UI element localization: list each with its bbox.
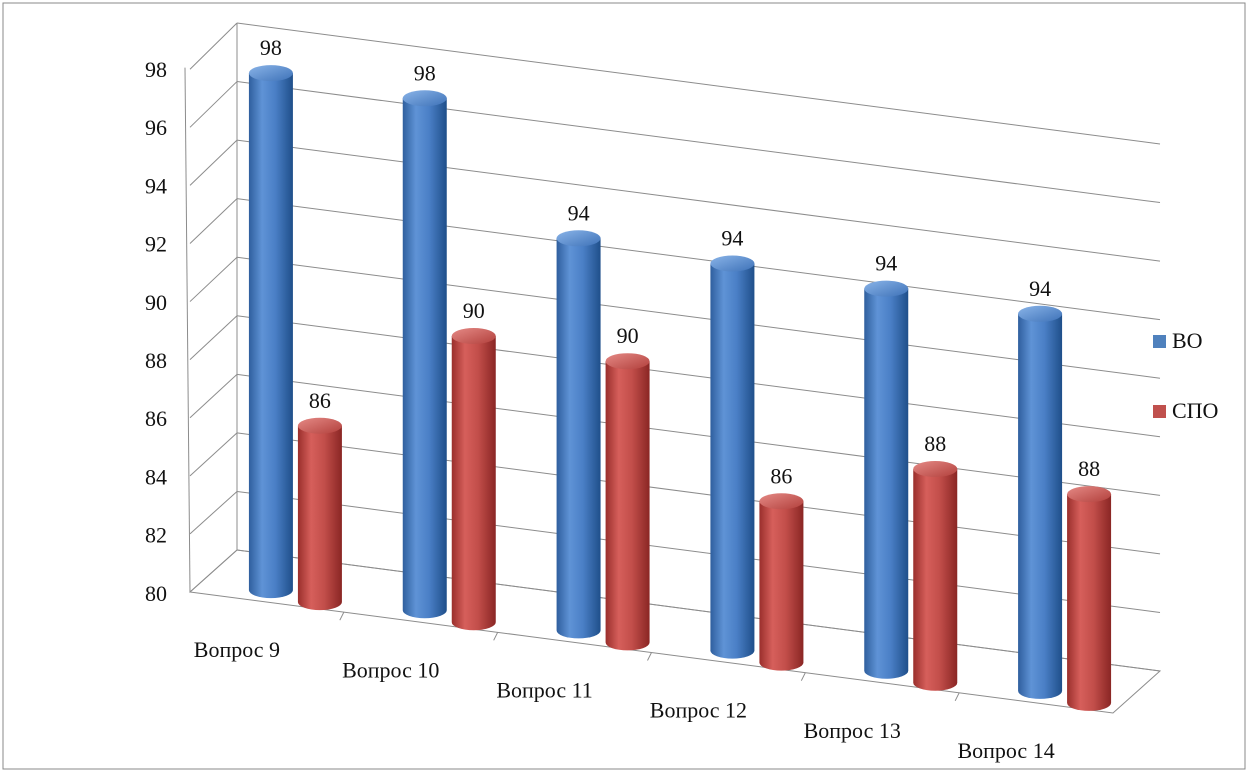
data-label: 86: [309, 388, 331, 413]
data-label: 98: [260, 35, 282, 60]
side-gridline: [189, 373, 238, 419]
bar-body: [864, 288, 909, 679]
bar-СПО-0: [297, 417, 342, 611]
bar-body: [297, 425, 342, 611]
y-axis-line: [184, 67, 191, 593]
bar-ВО-2: [556, 230, 601, 639]
bar-body: [556, 238, 601, 639]
gridline: [236, 315, 1161, 438]
side-gridline: [189, 22, 238, 70]
bar-body: [451, 336, 496, 631]
side-gridline: [189, 198, 238, 244]
bar-top: [759, 493, 804, 510]
gridline: [236, 373, 1161, 496]
bar-top: [1018, 305, 1063, 322]
side-gridline: [189, 81, 238, 128]
y-tick-label: 90: [145, 290, 167, 315]
bar-СПО-3: [759, 493, 804, 671]
bar-ВО-4: [864, 280, 909, 679]
legend-swatch: [1153, 335, 1166, 348]
side-gridline: [189, 432, 238, 477]
x-tick-label: Вопрос 12: [650, 698, 747, 723]
data-label: 86: [770, 463, 792, 488]
x-tick-label: Вопрос 14: [957, 738, 1054, 763]
bar-СПО-2: [605, 353, 650, 651]
gridline: [236, 432, 1161, 555]
y-tick-label: 88: [145, 348, 167, 373]
data-label: 94: [1029, 276, 1051, 301]
bar-body: [1018, 313, 1063, 699]
legend-label: ВО: [1172, 328, 1203, 353]
bar-СПО-1: [451, 328, 496, 631]
gridline: [236, 139, 1161, 262]
x-tick-mark: [954, 692, 960, 702]
bar-top: [864, 280, 909, 297]
bar-ВО-1: [402, 90, 447, 619]
bar-ВО-3: [710, 255, 755, 659]
bar-ВО-5: [1018, 305, 1063, 699]
legend-swatch: [1153, 405, 1166, 418]
x-tick-label: Вопрос 13: [804, 718, 901, 743]
side-gridline: [189, 315, 238, 361]
side-gridline: [189, 256, 238, 302]
data-label: 94: [721, 225, 743, 250]
y-tick-label: 96: [145, 115, 167, 140]
x-tick-mark: [493, 632, 499, 641]
side-gridline: [189, 491, 238, 535]
side-gridline: [189, 139, 238, 186]
x-tick-mark: [647, 652, 652, 661]
gridline: [236, 81, 1161, 204]
bar-body: [710, 263, 755, 659]
x-tick-mark: [800, 672, 806, 681]
x-tick-label: Вопрос 11: [496, 677, 592, 702]
data-label: 88: [924, 431, 946, 456]
y-tick-label: 94: [145, 173, 167, 198]
bar-body: [402, 98, 447, 619]
bar-top: [913, 460, 958, 477]
y-tick-label: 80: [145, 581, 167, 606]
gridline: [236, 22, 1161, 145]
data-label: 88: [1078, 456, 1100, 481]
bar-body: [759, 501, 804, 671]
bar-ВО-0: [248, 65, 293, 599]
data-label: 98: [414, 60, 436, 85]
x-tick-mark: [339, 611, 345, 621]
gridline: [236, 490, 1161, 613]
data-label: 90: [463, 298, 485, 323]
bar-СПО-5: [1067, 486, 1112, 711]
data-label: 94: [568, 200, 590, 225]
bar-top: [248, 65, 293, 82]
x-tick-label: Вопрос 9: [194, 637, 280, 662]
x-tick-label: Вопрос 10: [342, 657, 439, 682]
bar-top: [556, 230, 601, 247]
bar-body: [1067, 494, 1112, 711]
data-label: 94: [875, 251, 897, 276]
bar-top: [451, 328, 496, 345]
data-label: 90: [617, 323, 639, 348]
bar-top: [605, 353, 650, 370]
gridline: [236, 256, 1161, 379]
bar-body: [248, 73, 293, 599]
bar-body: [913, 468, 958, 691]
y-tick-label: 92: [145, 232, 167, 257]
y-tick-label: 82: [145, 523, 167, 548]
y-tick-label: 98: [145, 57, 167, 82]
bar-body: [605, 361, 650, 651]
legend-label: СПО: [1172, 398, 1218, 423]
bar-top: [710, 255, 755, 272]
y-tick-label: 84: [145, 464, 167, 489]
bar-top: [402, 90, 447, 107]
gridline: [236, 198, 1161, 321]
bar-top: [297, 417, 342, 434]
y-tick-label: 86: [145, 406, 167, 431]
bar-СПО-4: [913, 460, 958, 691]
bar-top: [1067, 486, 1112, 503]
